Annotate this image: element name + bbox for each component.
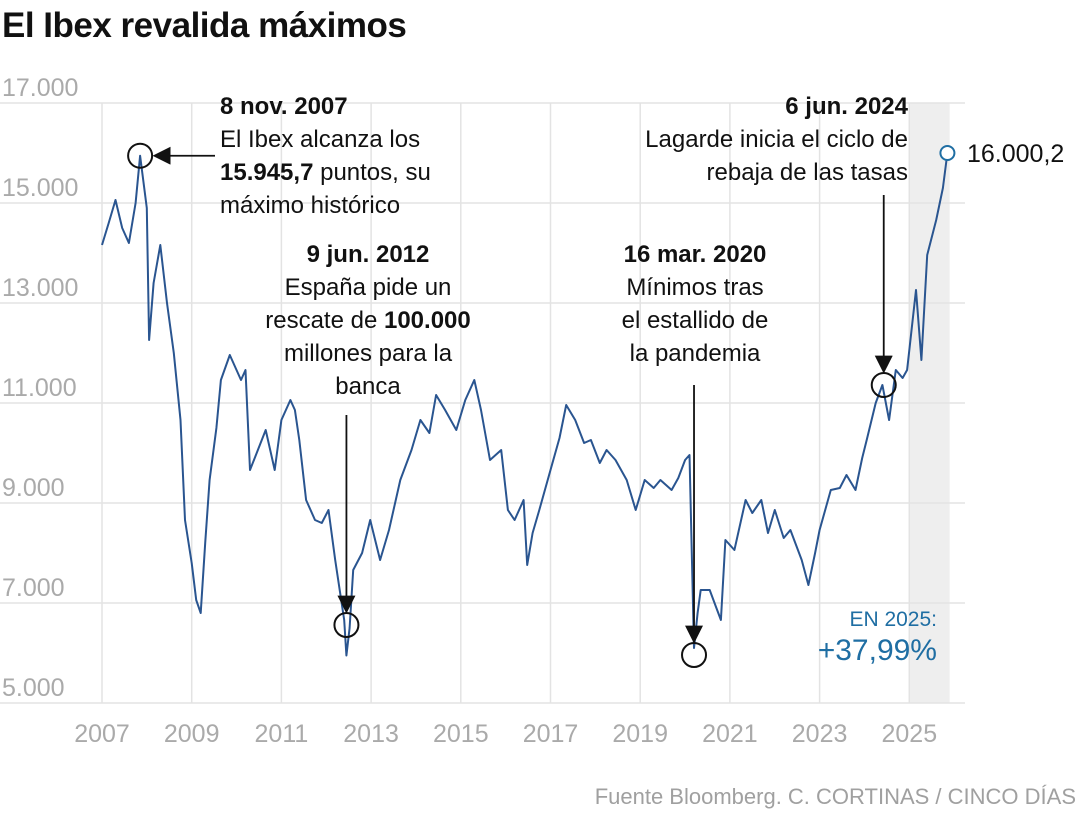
annotation-2024-ecb: 6 jun. 2024 Lagarde inicia el ciclo de r…: [590, 90, 908, 189]
annotation-line: máximo histórico: [220, 192, 401, 219]
y-tick-label: 15.000: [2, 174, 78, 202]
chart-title: El Ibex revalida máximos: [2, 6, 407, 45]
annotation-line: Lagarde inicia el ciclo de: [645, 126, 908, 153]
x-tick-label: 2025: [881, 720, 937, 748]
annotation-circle: [127, 142, 154, 169]
annotation-bold-value: 15.945,7: [220, 159, 314, 186]
ytd-value: +37,99%: [817, 634, 937, 667]
annotation-2012-rescue: 9 jun. 2012 España pide un rescate de 10…: [232, 238, 504, 403]
ibex-series-line: [101, 152, 949, 657]
x-tick-label: 2019: [612, 720, 668, 748]
annotation-bold-value: 100.000: [383, 307, 471, 334]
x-tick-label: 2023: [792, 720, 848, 748]
end-value-label: 16.000,2: [967, 140, 1065, 168]
annotation-line: El Ibex alcanza los: [220, 126, 421, 153]
y-tick-label: 17.000: [2, 74, 78, 102]
annotation-line: el estallido de: [621, 307, 769, 334]
annotation-line: puntos, su: [320, 159, 431, 186]
y-tick-label: 9.000: [2, 474, 65, 502]
x-tick-label: 2009: [164, 720, 220, 748]
annotation-date: 16 mar. 2020: [623, 241, 767, 268]
source-credit: Fuente Bloomberg. C. CORTINAS / CINCO DÍ…: [594, 784, 1076, 809]
annotation-2020-pandemic: 16 mar. 2020 Mínimos tras el estallido d…: [590, 238, 800, 370]
x-tick-label: 2011: [255, 720, 309, 748]
x-tick-label: 2021: [702, 720, 758, 748]
annotation-date: 6 jun. 2024: [785, 93, 908, 120]
annotation-line: la pandemia: [629, 340, 761, 367]
x-tick-label: 2017: [523, 720, 579, 748]
annotation-2007-peak: 8 nov. 2007 El Ibex alcanza los 15.945,7…: [220, 90, 431, 222]
annotation-line: millones para la: [283, 340, 453, 367]
annotation-line: rebaja de las tasas: [706, 159, 908, 186]
annotation-date: 9 jun. 2012: [306, 241, 430, 268]
x-tick-label: 2007: [74, 720, 130, 748]
annotation-line: banca: [335, 373, 401, 400]
annotation-date: 8 nov. 2007: [220, 93, 348, 120]
annotation-line: rescate de: [265, 307, 378, 334]
x-tick-label: 2013: [343, 720, 399, 748]
y-tick-label: 5.000: [2, 674, 65, 702]
y-tick-label: 7.000: [2, 574, 65, 602]
ytd-change: EN 2025: +37,99%: [780, 608, 937, 668]
y-tick-label: 11.000: [2, 374, 77, 402]
ytd-label: EN 2025:: [849, 608, 937, 631]
annotation-line: Mínimos tras: [626, 274, 764, 301]
annotation-circle: [333, 612, 360, 638]
x-tick-label: 2015: [433, 720, 489, 748]
annotation-line: España pide un: [284, 274, 452, 301]
end-point-marker: [939, 144, 956, 161]
y-tick-label: 13.000: [2, 274, 78, 302]
